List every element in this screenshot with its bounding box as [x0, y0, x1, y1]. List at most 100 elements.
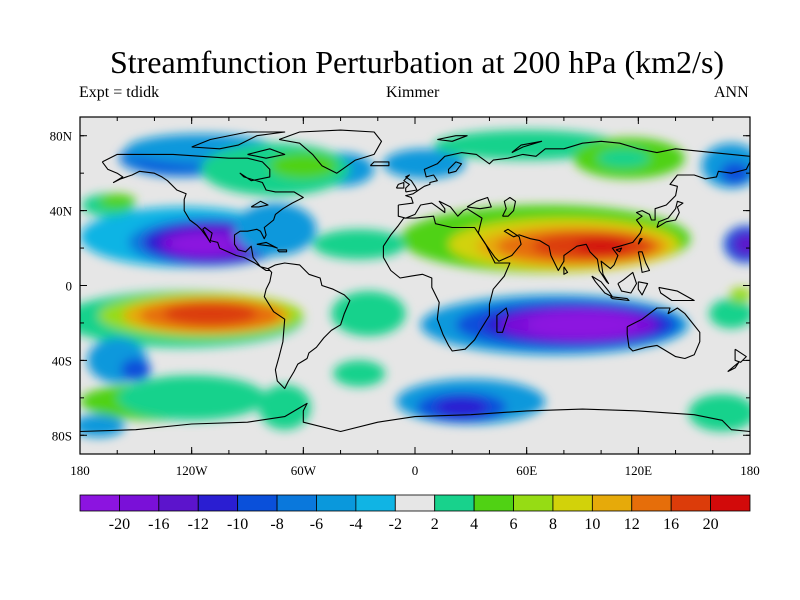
colorbar-label: -8: [270, 516, 283, 533]
contour-region: [269, 152, 337, 179]
colorbar-label: 20: [703, 516, 719, 533]
plot-title: Streamfunction Perturbation at 200 hPa (…: [109, 44, 725, 80]
contour-region: [435, 397, 488, 417]
experiment-label: Expt = tdidk: [79, 84, 160, 101]
coastline: [437, 135, 468, 142]
coastline: [101, 153, 304, 272]
colorbar-swatch: [591, 494, 633, 512]
lon-tick-label: 120E: [625, 463, 653, 478]
lon-tick-label: 180: [70, 463, 90, 478]
coastline: [278, 129, 383, 174]
lat-tick-label: 40N: [50, 204, 73, 219]
colorbar-label: 12: [624, 516, 640, 533]
coastline: [637, 281, 649, 296]
lat-tick-label: 0: [66, 279, 73, 294]
coastline: [191, 131, 286, 150]
colorbar-swatch: [394, 494, 436, 512]
coastline: [250, 200, 269, 208]
lon-tick-label: 0: [412, 463, 419, 478]
coastline: [617, 271, 638, 294]
coastline: [610, 296, 630, 302]
coastline: [511, 140, 543, 154]
lon-tick-label: 60W: [291, 463, 317, 478]
colorbar-swatch: [158, 494, 199, 512]
colorbar-label: -4: [349, 516, 362, 533]
colorbar-label: -12: [188, 516, 209, 533]
coastline: [382, 215, 511, 352]
lon-tick-label: 60E: [516, 463, 537, 478]
coastline: [658, 286, 695, 302]
colorbar-label: 6: [510, 516, 518, 533]
contour-region: [117, 375, 267, 421]
colorbar-label: -2: [389, 516, 402, 533]
lat-tick-label: 80S: [52, 428, 72, 443]
coastline: [256, 241, 278, 249]
coastline: [656, 200, 684, 228]
colorbar-swatch: [316, 494, 357, 512]
coastline: [403, 174, 418, 193]
colorbar-label: -10: [227, 516, 248, 533]
contour-region: [171, 234, 231, 254]
coastline: [397, 140, 750, 285]
lat-tick-label: 40S: [52, 353, 72, 368]
lon-tick-label: 180: [740, 463, 760, 478]
colorbar-label: -20: [109, 516, 130, 533]
contour-region: [331, 291, 406, 337]
contour-region: [234, 203, 317, 256]
contour-region: [729, 287, 750, 303]
colorbar-label: -16: [148, 516, 169, 533]
colorbar-swatch: [237, 494, 278, 512]
colorbar-swatch: [197, 494, 239, 512]
contour-region: [733, 233, 750, 256]
contour-region: [597, 148, 650, 168]
contour-region: [98, 193, 136, 209]
colorbar-label: 4: [470, 516, 478, 533]
colorbar-swatch: [355, 494, 396, 512]
contour-region: [526, 311, 639, 338]
contour-region: [720, 161, 750, 185]
coastline: [247, 148, 286, 159]
coastline: [263, 262, 351, 390]
contour-region: [163, 302, 257, 325]
contour-region: [333, 360, 386, 387]
colorbar-label: -6: [310, 516, 323, 533]
colorbar-swatch: [513, 494, 554, 512]
colorbar-label: 2: [431, 516, 439, 533]
case-label: Kimmer: [386, 84, 440, 101]
contour-region: [120, 358, 151, 381]
coastline: [447, 161, 463, 174]
coastline: [637, 251, 651, 273]
coastline: [369, 161, 390, 167]
colorbar-swatch: [552, 494, 593, 512]
coastline: [637, 238, 643, 245]
coastline: [734, 348, 747, 363]
colorbar-label: 16: [663, 516, 679, 533]
contour-region: [258, 384, 311, 430]
coastline: [80, 402, 750, 433]
coastline: [276, 249, 288, 253]
colorbar-swatch: [710, 494, 751, 512]
colorbar-label: 8: [549, 516, 557, 533]
coastline: [395, 181, 405, 189]
coastline: [727, 361, 740, 373]
coastline: [615, 247, 623, 253]
coastline: [626, 307, 701, 360]
colorbar-swatch: [79, 494, 120, 512]
colorbar-swatch: [631, 494, 672, 512]
contour-region: [688, 394, 750, 432]
colorbar-swatch: [670, 494, 711, 512]
colorbar-label: 10: [584, 516, 600, 533]
colorbar-swatch: [434, 494, 475, 512]
colorbar-swatch: [473, 494, 514, 512]
lon-tick-label: 120W: [176, 463, 209, 478]
colorbar-swatch: [276, 494, 317, 512]
colorbar-swatch: [119, 494, 160, 512]
coastline: [563, 266, 569, 275]
coastline: [496, 307, 509, 333]
coastline: [502, 196, 517, 217]
contour-region: [433, 130, 620, 161]
contour-region: [312, 229, 406, 260]
coastline: [466, 196, 492, 210]
contour-region: [709, 298, 750, 329]
